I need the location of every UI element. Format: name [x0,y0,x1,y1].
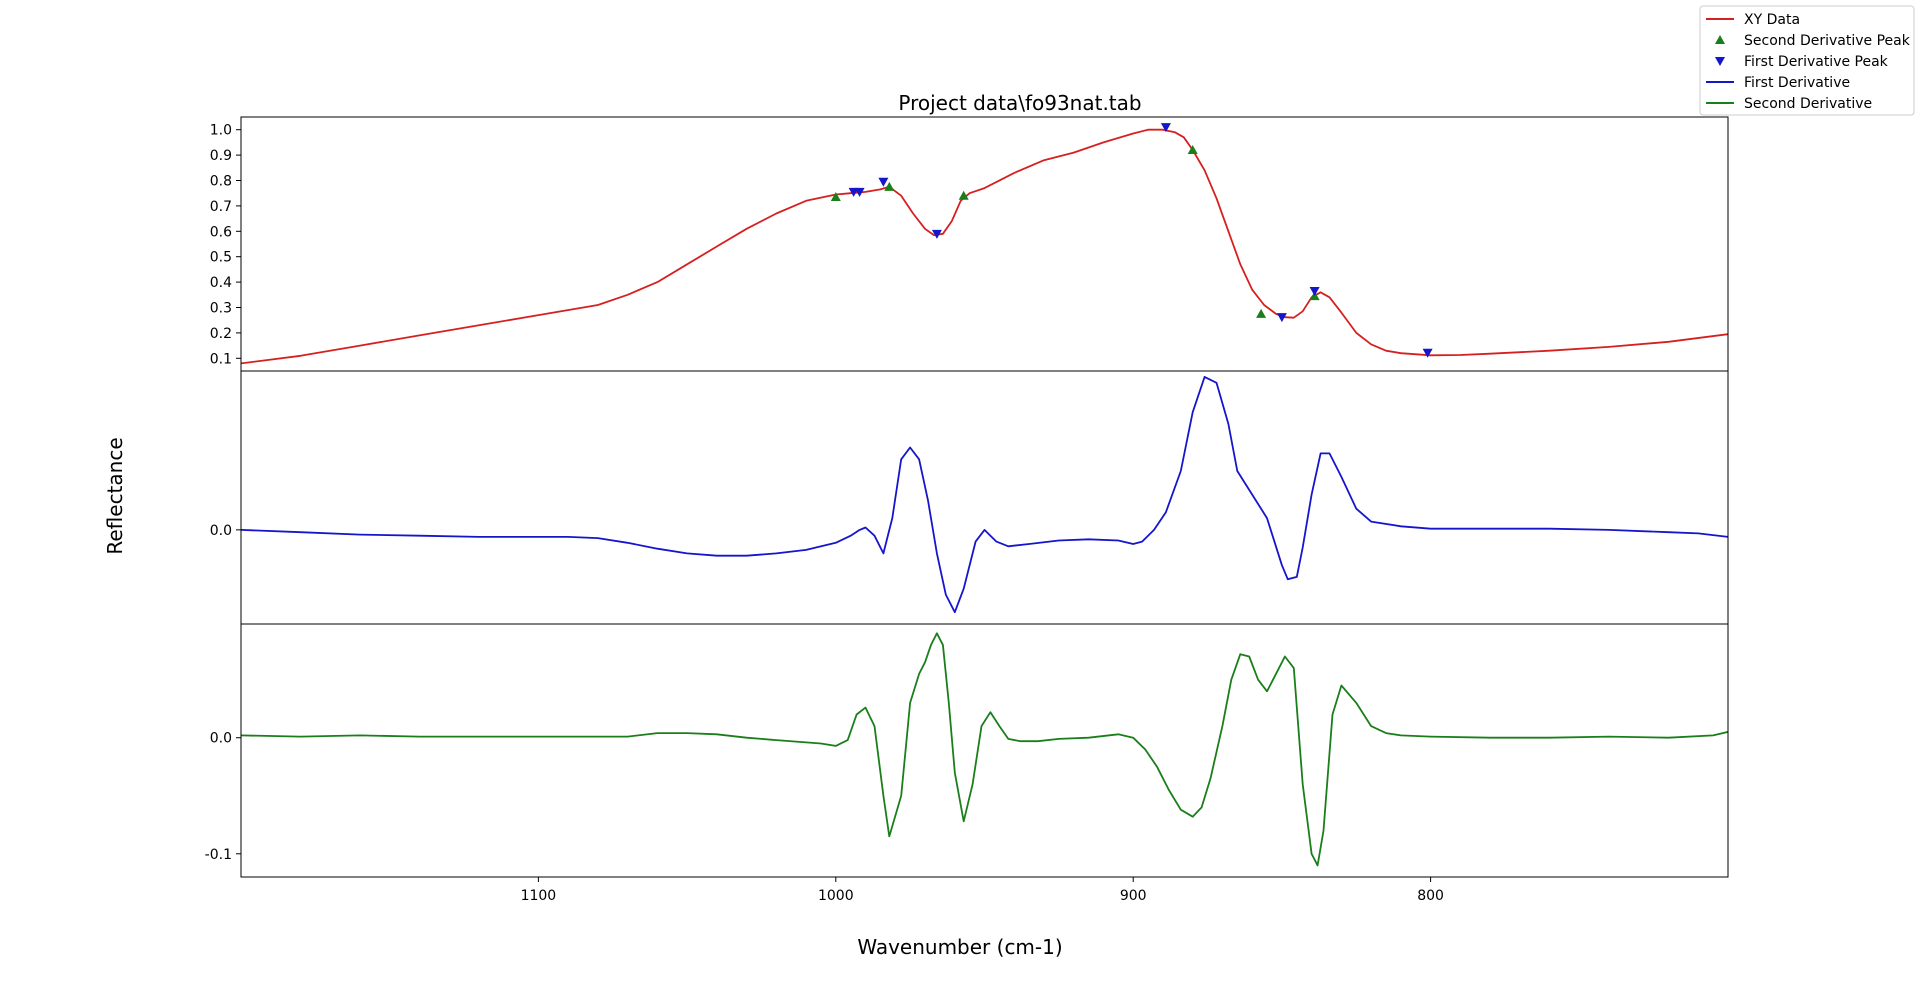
plot-panels: 0.1 0.2 0.3 0.4 0.5 0.6 0.7 0.8 0.9 1.0 0.0 0.0 -0.1… [205,116,1729,904]
first-derivative-peak-marker [931,229,942,239]
legend-label: Second Derivative Peak [1744,33,1911,49]
x-tick-label: 900 [1120,888,1147,904]
y-tick-label-xy: 0.2 [210,326,232,342]
first-derivative-peak-marker [1309,286,1320,296]
x-tick-label: 800 [1417,888,1444,904]
legend-entry: Second Derivative Peak [1715,33,1911,49]
legend-marker-swatch [1715,57,1725,66]
first-derivative-peak-marker [1160,123,1171,133]
y-tick-label-xy: 0.3 [210,301,232,317]
second-derivative-peak-marker [830,192,841,202]
second-derivative-peak-marker [1187,145,1198,155]
chart-title: Project data\fo93nat.tab [898,91,1141,115]
first-derivative-peak-marker [1422,348,1433,358]
y-tick-label-xy: 0.5 [210,250,232,266]
x-tick-label: 1100 [521,888,557,904]
series-line-second-derivative [241,632,1728,867]
legend-marker-swatch [1715,35,1725,44]
legend-items: XY Data Second Derivative Peak First Deriv… [1706,12,1911,112]
legend-entry: First Derivative Peak [1715,54,1889,70]
series-line-xy-data [241,128,1728,365]
first-derivative-peak-marker [854,187,865,197]
legend-entry: First Derivative [1706,75,1850,91]
series-line-first-derivative [241,376,1728,614]
legend-label: XY Data [1744,12,1800,28]
legend-frame [1699,5,1915,116]
x-tick-label: 1000 [818,888,854,904]
panel-second_derivative: 0.0 -0.1 [205,623,1729,878]
first-derivative-peak-marker [878,177,889,187]
y-tick-label-second_derivative: -0.1 [205,847,232,863]
second-derivative-peak-marker [958,190,969,200]
y-tick-label-second_derivative: 0.0 [210,731,232,747]
panel-frame-second_derivative [240,623,1729,878]
y-tick-label-xy: 0.8 [210,174,232,190]
y-tick-label-xy: 0.4 [210,275,232,291]
y-tick-label-xy: 0.9 [210,148,232,164]
x-axis-label: Wavenumber (cm-1) [857,935,1062,959]
legend-label: First Derivative Peak [1744,54,1889,70]
first-derivative-peak-marker [1276,313,1287,323]
legend-entry: Second Derivative [1706,96,1872,112]
y-tick-label-xy: 1.0 [210,123,232,139]
y-tick-label-xy: 0.1 [210,351,232,367]
second-derivative-peak-marker [884,181,895,191]
second-derivative-peak-marker [1256,308,1267,318]
legend-label: First Derivative [1744,75,1850,91]
y-tick-label-xy: 0.7 [210,199,232,215]
panel-xy: 0.1 0.2 0.3 0.4 0.5 0.6 0.7 0.8 0.9 1.0 [210,116,1729,372]
legend-label: Second Derivative [1744,96,1872,112]
y-axis-label: Reflectance [103,437,127,554]
legend-entry: XY Data [1706,12,1800,28]
y-tick-label-first_derivative: 0.0 [210,523,232,539]
y-tick-label-xy: 0.6 [210,224,232,240]
legend: XY Data Second Derivative Peak First Deriv… [1699,5,1915,116]
